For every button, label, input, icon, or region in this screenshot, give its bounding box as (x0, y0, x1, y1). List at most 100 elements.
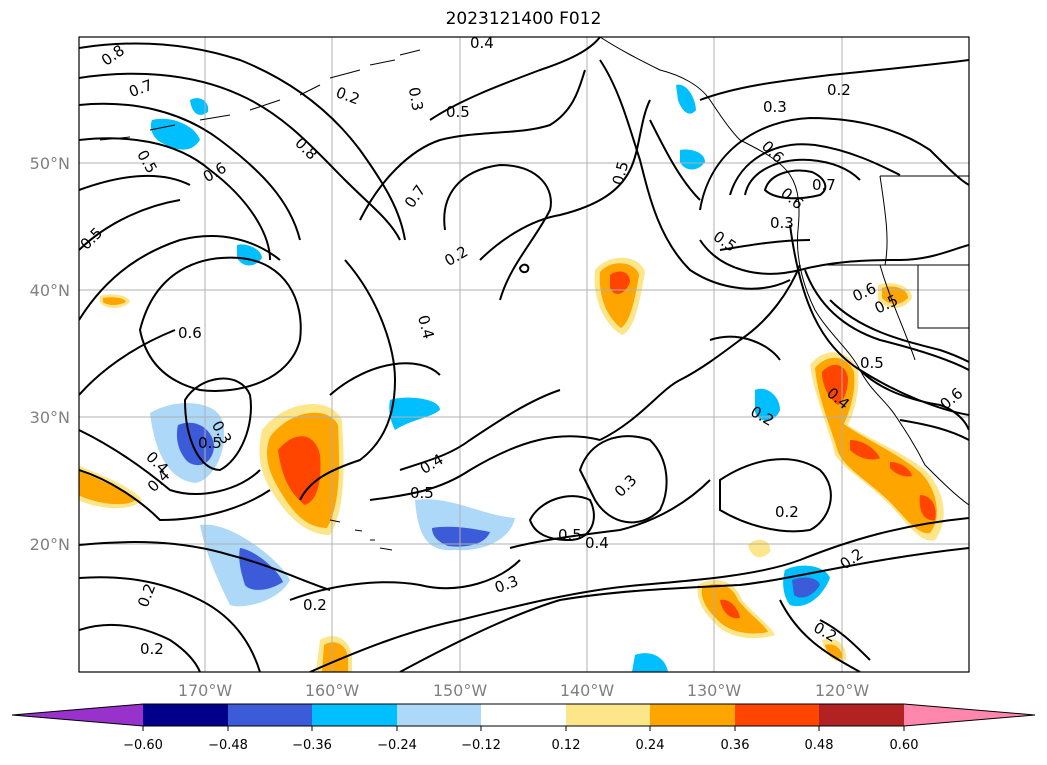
contour-label: 0.2 (334, 83, 363, 108)
colorbar-segment (143, 704, 228, 726)
longitude-labels: 170°W 160°W 150°W 140°W 130°W 120°W (178, 681, 870, 700)
contour-line (719, 239, 811, 251)
contour-line (429, 37, 601, 121)
contour-line (899, 419, 969, 441)
pos-blob (825, 644, 843, 659)
contour-line (79, 541, 331, 591)
contour-label: 0.5 (410, 484, 434, 502)
contour-line (699, 239, 969, 275)
neg-blob (150, 118, 200, 150)
colorbar-tick-label: −0.36 (292, 738, 332, 753)
neg-blob (190, 98, 209, 115)
colorbar-ticks (142, 726, 905, 731)
contour-line (699, 59, 969, 101)
contour-line (79, 175, 191, 191)
lon-label: 140°W (560, 681, 615, 700)
contour-line (79, 235, 281, 321)
neg-blob (755, 388, 780, 421)
contour-line (744, 158, 861, 196)
neg-blob (432, 526, 490, 547)
contour-label: 0.4 (144, 466, 174, 496)
lon-label: 150°W (433, 681, 488, 700)
colorbar-segment (481, 704, 566, 726)
pos-blob (278, 436, 321, 505)
contour-line (399, 547, 969, 672)
lat-label: 30°N (30, 408, 70, 427)
contour-label: 0.4 (414, 313, 438, 341)
contour-line (309, 517, 969, 672)
colorbar-tick-label: −0.48 (208, 738, 248, 753)
colorbar: −0.60 −0.48 −0.36 −0.24 −0.12 0.12 0.24 … (11, 703, 1036, 753)
colorbar-segment (566, 704, 650, 726)
pos-blob (103, 297, 126, 305)
contour-line (79, 199, 181, 251)
pos-blob (610, 271, 630, 294)
contour-line (79, 429, 261, 495)
us-states-border (820, 175, 969, 361)
contour-label: 0.3 (611, 471, 641, 501)
contour-label: 0.2 (134, 581, 159, 610)
contour-line (599, 59, 791, 290)
graticule (79, 37, 969, 672)
colorbar-tick-label: 0.12 (552, 738, 581, 753)
contour-label: 0.3 (405, 86, 427, 113)
contour-line (299, 259, 397, 501)
contour-line (443, 163, 552, 301)
contour-line (779, 599, 861, 672)
latitude-labels: 50°N 40°N 30°N 20°N (30, 154, 70, 554)
contour-label: 0.4 (470, 34, 494, 52)
contour-label: 0.2 (140, 640, 164, 658)
coastlines (99, 37, 969, 551)
contour-label: 0.7 (126, 76, 155, 101)
contour-line (699, 116, 969, 211)
contour-line (79, 329, 176, 396)
colorbar-tick-label: −0.60 (123, 738, 163, 753)
pos-blob (919, 495, 936, 521)
contour-line (79, 137, 271, 261)
contour-line (829, 299, 969, 363)
colorbar-segment (819, 704, 904, 726)
positive-anomaly-regions (79, 257, 944, 672)
pos-blob (79, 470, 136, 505)
contour-line (79, 469, 271, 522)
contour-label: 0.8 (291, 134, 321, 164)
contour-line (369, 435, 601, 501)
colorbar-segment (397, 704, 481, 726)
contour-line (79, 72, 401, 241)
contour-label: 0.2 (837, 545, 867, 573)
negative-anomaly-regions (150, 84, 830, 672)
contour-line (709, 335, 781, 361)
colorbar-segment (735, 704, 819, 726)
lon-label: 170°W (178, 681, 233, 700)
neg-blob (680, 149, 705, 170)
contour-line (819, 619, 871, 661)
lat-label: 20°N (30, 535, 70, 554)
contour-line (329, 362, 441, 396)
contour-line (518, 263, 530, 274)
contour-label: 0.5 (133, 147, 161, 177)
contour-line (789, 224, 969, 416)
contour-line (859, 369, 969, 431)
contour-line (528, 495, 595, 542)
colorbar-tick-label: −0.24 (377, 738, 417, 753)
contour-label: 0.4 (585, 534, 609, 552)
neg-blob (676, 84, 696, 114)
contour-line (578, 435, 668, 524)
contour-lines (79, 37, 969, 672)
contour-line (599, 264, 801, 441)
pos-blob (815, 357, 937, 534)
lon-label: 160°W (305, 681, 360, 700)
contour-line (79, 623, 201, 672)
contour-line (649, 119, 701, 201)
contour-label: 0.4 (417, 450, 447, 478)
pos-blob (748, 539, 771, 558)
contour-line (479, 99, 651, 261)
contour-line (509, 479, 711, 549)
pos-blob (890, 462, 912, 477)
colorbar-segment (228, 704, 312, 726)
contour-line (359, 69, 586, 221)
neg-blob (792, 577, 820, 598)
colorbar-segment (904, 704, 1035, 726)
contour-label: 0.2 (775, 503, 799, 521)
